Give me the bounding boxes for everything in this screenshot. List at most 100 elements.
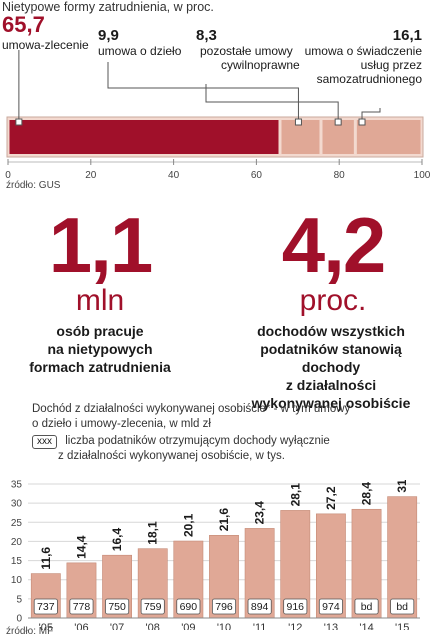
segment-label-pozostale: 8,3 pozostałe umowy cywilnoprawne (196, 27, 300, 73)
taxpayer-value: 759 (144, 601, 162, 613)
source-mf: źródło: MF (6, 626, 54, 637)
value-label: 28,1 (288, 483, 302, 507)
value-label: 16,4 (110, 528, 124, 552)
segment-value: 9,9 (98, 27, 119, 44)
caption-line: o dzieło i umowy-zlecenia, w mld zł (32, 418, 211, 430)
x-tick-label: '15 (395, 622, 409, 630)
segment-name-line: pozostałe umowy (200, 44, 293, 58)
taxpayer-box (283, 598, 308, 615)
taxpayer-value: 690 (180, 601, 198, 613)
segment-name-line: usług przez (360, 58, 422, 72)
stat-desc-line: wykonywanej osobiście (251, 395, 411, 411)
x-tick-label: 0 (5, 170, 11, 181)
x-tick-label: '08 (146, 622, 160, 630)
y-tick-label: 25 (11, 518, 23, 529)
stat-unit: proc. (299, 284, 367, 317)
value-label: 14,4 (74, 535, 88, 559)
stat-description-income: dochodów wszystkich podatników stanowią … (232, 322, 430, 412)
taxpayer-value: bd (396, 601, 408, 613)
x-tick-label: '13 (324, 622, 338, 630)
taxpayer-box (33, 598, 58, 615)
legend-line: z działalności wykonywanej osobiście, w … (58, 450, 285, 462)
taxpayer-value: 796 (215, 601, 233, 613)
x-tick-label: '09 (181, 622, 195, 630)
value-label: 31,7 (395, 480, 409, 493)
taxpayer-box (105, 598, 130, 615)
value-label: 21,6 (217, 508, 231, 532)
stat-number: 1,1 (48, 201, 153, 289)
value-label: 18,1 (146, 521, 160, 545)
x-tick-label: 20 (85, 170, 97, 181)
y-tick-label: 15 (11, 556, 23, 567)
taxpayer-value: 974 (322, 601, 340, 613)
value-label: 11,6 (39, 547, 53, 570)
segment-name-line: cywilnoprawne (221, 58, 300, 72)
x-tick-label: '05 (39, 622, 53, 630)
segment-name: umowa-zlecenie (2, 38, 89, 52)
column-bar (387, 496, 418, 619)
bar-segment (281, 120, 320, 154)
taxpayer-value: 916 (287, 601, 305, 613)
chart-title: Nietypowe formy zatrudnienia, w proc. (2, 0, 214, 14)
segment-value: 16,1 (392, 27, 422, 44)
leader-marker (358, 118, 366, 126)
source-gus: źródło: GUS (6, 180, 61, 191)
taxpayer-value: 778 (73, 601, 91, 613)
y-tick-label: 30 (11, 499, 23, 510)
stat-desc-line: dochodów wszystkich (257, 323, 405, 339)
bar-segment (322, 120, 354, 154)
segment-name: umowa o dzieło (98, 44, 182, 58)
stat-desc-line: osób pracuje (56, 323, 144, 339)
x-tick-label: '10 (217, 622, 231, 630)
x-tick-label: 40 (168, 170, 180, 181)
taxpayer-value: 894 (251, 601, 269, 613)
legend-line: liczba podatników otrzymującym dochody w… (65, 435, 330, 447)
x-tick-label: '12 (288, 622, 302, 630)
stat-desc-line: na nietypowych (47, 341, 153, 357)
taxpayer-value: bd (361, 601, 373, 613)
taxpayer-value: 737 (37, 601, 55, 613)
taxpayer-value: 750 (108, 601, 126, 613)
segment-label-umowa-zlecenie: 65,7 umowa-zlecenie (2, 12, 89, 53)
value-label: 28,4 (360, 482, 374, 506)
y-tick-label: 5 (16, 594, 22, 605)
taxpayer-box (211, 598, 237, 615)
segment-value: 65,7 (2, 12, 45, 37)
x-tick-label: 80 (334, 170, 346, 181)
stat-unit: mln (75, 284, 125, 317)
x-tick-label: 100 (414, 170, 430, 181)
stat-desc-line: z działalności (285, 377, 377, 393)
y-tick-label: 35 (11, 480, 23, 491)
stat-number: 4,2 (281, 201, 386, 289)
y-tick-label: 0 (16, 614, 22, 625)
stat-description-people: osób pracuje na nietypowych formach zatr… (25, 322, 175, 376)
caption-line: Dochód z działalności wykonywanej osobiś… (32, 403, 351, 415)
stacked-bar-chart: 0 20 40 60 80 100 (5, 50, 430, 181)
taxpayer-box (247, 598, 272, 615)
segment-label-samozatrudnienie: 16,1 umowa o świadczenie usług przez sam… (304, 27, 422, 87)
x-tick-label: '14 (359, 622, 373, 630)
y-tick-label: 10 (11, 575, 23, 586)
bar-segment (9, 120, 279, 154)
stat-block-people: 1,1 mln (25, 205, 175, 317)
y-tick-label: 20 (11, 537, 23, 548)
legend-row: xxx liczba podatników otrzymującym docho… (32, 434, 350, 449)
x-tick-label: '06 (74, 622, 88, 630)
value-label: 23,4 (253, 501, 267, 525)
value-label: 27,2 (324, 486, 338, 510)
leader-marker (294, 118, 302, 126)
stat-block-income: 4,2 proc. (236, 205, 430, 317)
leader-marker (15, 118, 23, 126)
stat-desc-line: podatników stanowią dochody (260, 341, 402, 375)
x-tick-label: '07 (110, 622, 124, 630)
taxpayer-box (69, 598, 94, 615)
legend-swatch-box: xxx (32, 435, 57, 449)
income-column-chart: 0 5 10 15 20 25 30 35 11,6 737 '05 14,4 778 '06 16,4 75… (11, 480, 420, 630)
leader-marker (334, 118, 342, 126)
income-chart-caption: Dochód z działalności wykonywanej osobiś… (32, 402, 350, 464)
leader-line (107, 62, 299, 122)
segment-name-line: umowa o świadczenie (304, 44, 422, 58)
stat-desc-line: formach zatrudnienia (29, 359, 171, 375)
taxpayer-box (318, 598, 343, 615)
segment-value: 8,3 (196, 27, 217, 44)
